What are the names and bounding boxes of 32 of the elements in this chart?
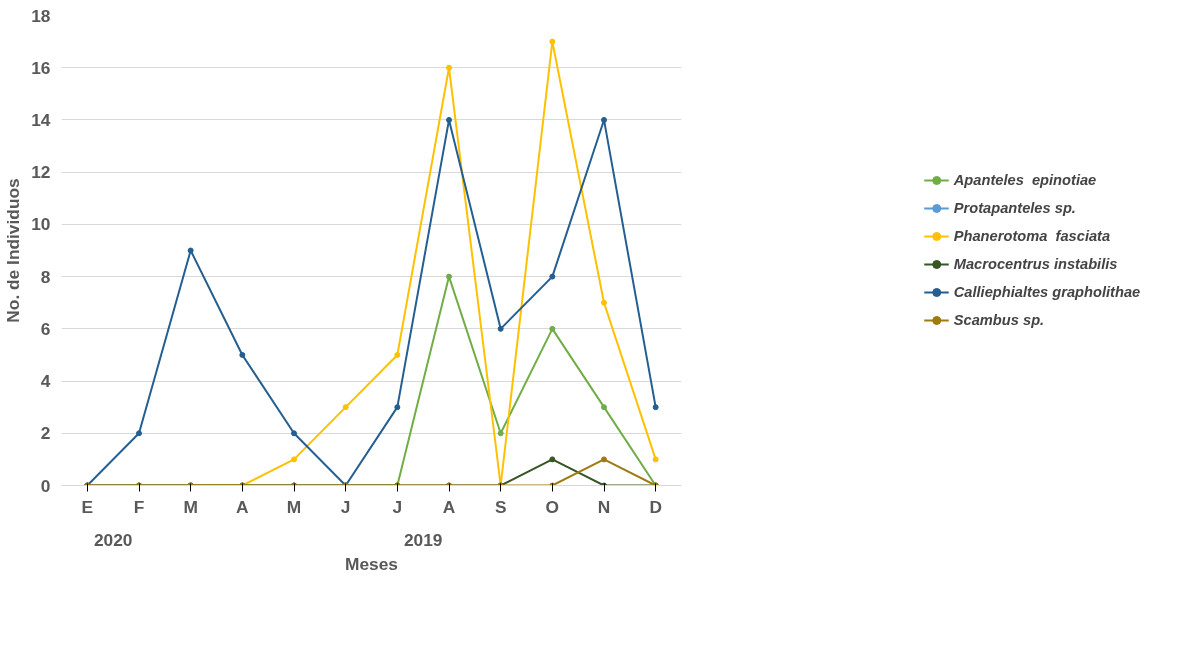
x-tick-label: J (392, 496, 403, 517)
x-tick-label: F (133, 496, 145, 517)
legend-label: Macrocentrus instabilis (953, 256, 1118, 272)
x-tick-label: D (649, 496, 662, 517)
x-tick-label: A (236, 496, 250, 517)
x-tick-label: J (340, 496, 351, 517)
text: 2019 (403, 529, 443, 550)
legend-label: Scambus sp. (953, 312, 1045, 328)
y-axis-title: No. de Individuos (3, 178, 24, 323)
legend-label: Protapanteles sp. (953, 200, 1076, 216)
y-tick-label: 14 (31, 109, 51, 130)
y-tick-label: 16 (31, 57, 51, 78)
x-tick-label: A (442, 496, 456, 517)
x-tick-label: S (494, 496, 507, 517)
y-tick-label: 0 (40, 475, 51, 496)
x-tick-label: N (597, 496, 611, 517)
y-tick-label: 6 (40, 318, 51, 339)
y-tick-label: 18 (31, 5, 51, 26)
legend-label: Apanteles epinotiae (953, 172, 1097, 188)
y-tick-label: 2 (40, 423, 51, 444)
text: 2020 (93, 529, 133, 550)
legend-label: Phanerotoma fasciata (953, 228, 1111, 244)
x-axis-title: Meses (345, 553, 398, 574)
x-tick-label: M (286, 496, 302, 517)
x-tick-label: M (183, 496, 198, 517)
legend-label: Calliephialtes grapholithae (953, 284, 1141, 300)
y-tick-label: 8 (40, 266, 51, 287)
x-tick-label: O (545, 496, 560, 517)
y-tick-label: 10 (31, 214, 51, 235)
x-tick-label: E (81, 496, 94, 517)
y-tick-label: 4 (40, 371, 51, 392)
y-tick-label: 12 (31, 162, 51, 183)
